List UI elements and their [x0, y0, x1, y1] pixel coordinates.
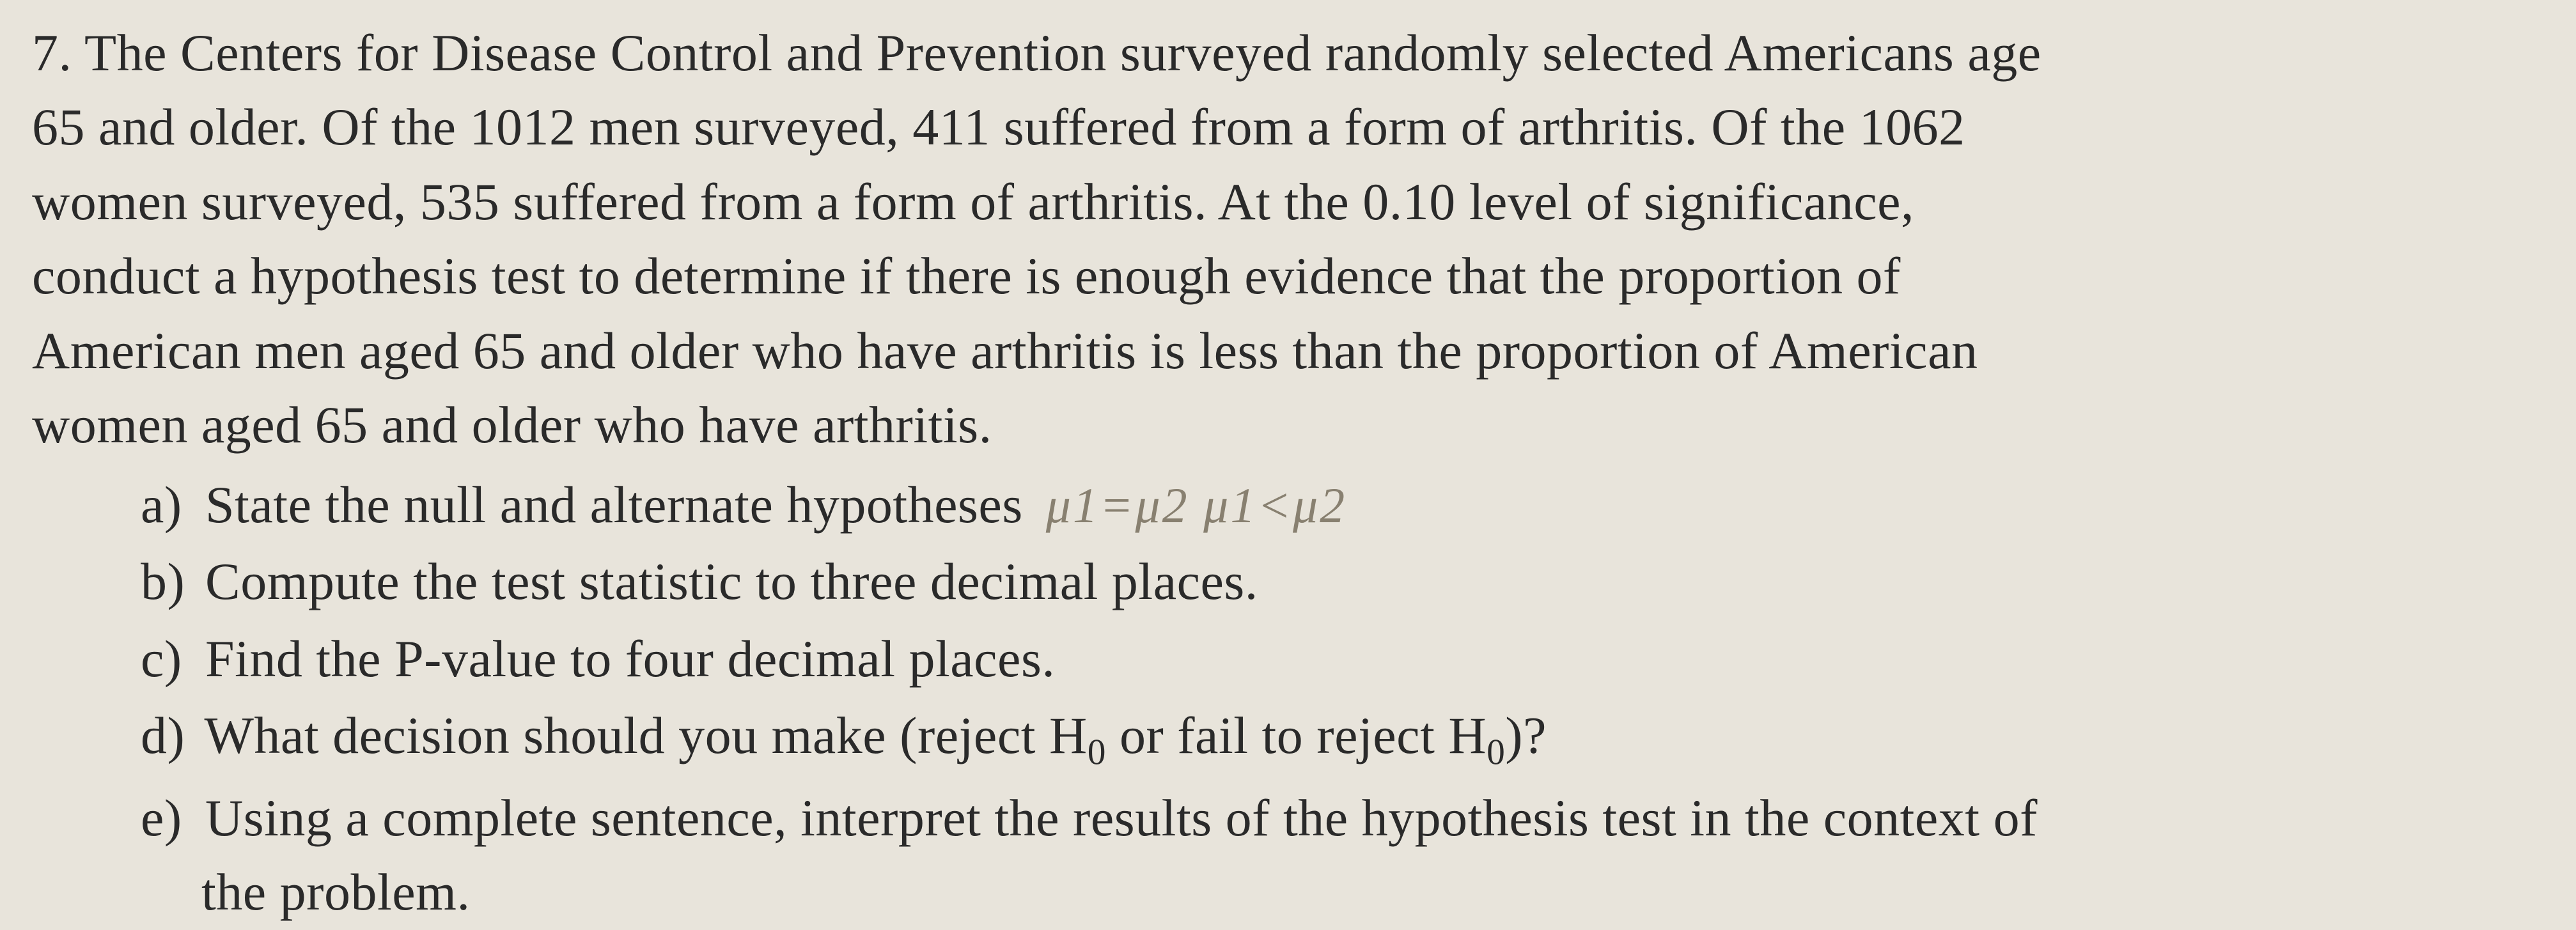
problem-statement: 7. The Centers for Disease Control and P…	[32, 16, 2544, 463]
part-c-label: c)	[141, 622, 192, 696]
part-e-text-cont: the problem.	[141, 863, 470, 921]
part-c-text: Find the P-value to four decimal places.	[205, 630, 1055, 688]
problem-line1: The Centers for Disease Control and Prev…	[84, 24, 2041, 82]
problem-container: 7. The Centers for Disease Control and P…	[32, 16, 2544, 930]
part-b: b) Compute the test statistic to three d…	[141, 545, 2544, 619]
problem-number: 7.	[32, 24, 72, 82]
part-d-sub1: 0	[1088, 732, 1106, 772]
part-a-handwritten-answer: μ1=μ2 μ1<μ2	[1036, 477, 1347, 533]
problem-line2: 65 and older. Of the 1012 men surveyed, …	[32, 98, 1965, 156]
problem-line5: American men aged 65 and older who have …	[32, 322, 1978, 380]
part-e: e) Using a complete sentence, interpret …	[141, 781, 2544, 930]
problem-line3: women surveyed, 535 suffered from a form…	[32, 173, 1914, 231]
part-d-sub2: 0	[1487, 732, 1505, 772]
part-d-text-after: )?	[1505, 706, 1547, 764]
part-d-text-mid: or fail to reject H	[1106, 706, 1487, 764]
sub-parts-container: a) State the null and alternate hypothes…	[32, 468, 2544, 930]
part-e-text: Using a complete sentence, interpret the…	[205, 789, 2038, 847]
part-a-text: State the null and alternate hypotheses	[205, 476, 1023, 534]
part-d: d) What decision should you make (reject…	[141, 699, 2544, 779]
part-b-label: b)	[141, 545, 192, 619]
part-d-text-before: What decision should you make (reject H	[205, 706, 1088, 764]
part-b-text: Compute the test statistic to three deci…	[205, 552, 1258, 610]
part-a: a) State the null and alternate hypothes…	[141, 468, 2544, 542]
part-e-label: e)	[141, 781, 192, 855]
problem-line6: women aged 65 and older who have arthrit…	[32, 396, 992, 454]
part-c: c) Find the P-value to four decimal plac…	[141, 622, 2544, 696]
part-a-label: a)	[141, 468, 192, 542]
problem-line4: conduct a hypothesis test to determine i…	[32, 247, 1901, 305]
part-d-label: d)	[141, 699, 192, 773]
